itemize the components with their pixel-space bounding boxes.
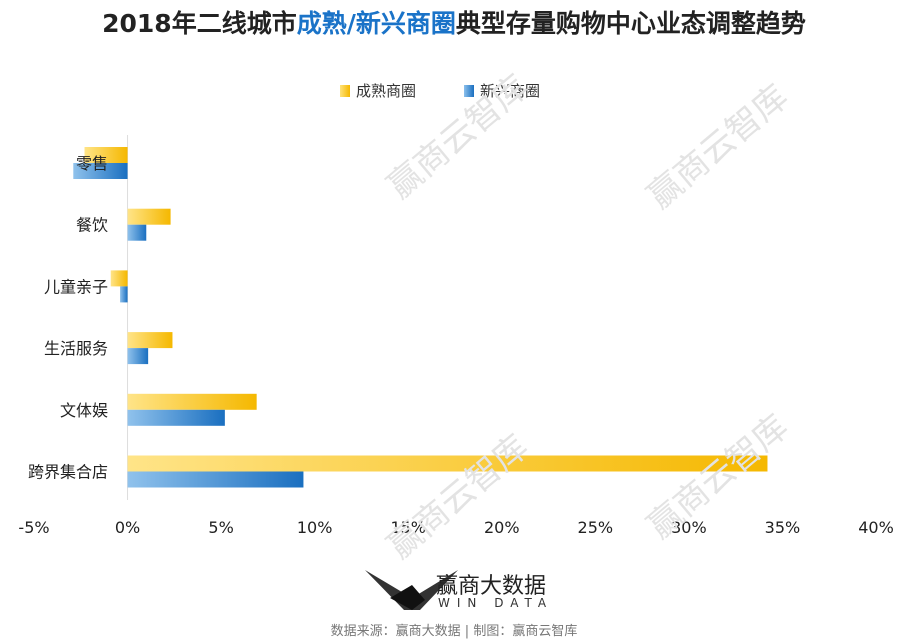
bar-mature <box>84 147 128 163</box>
bar-emerging <box>73 163 128 179</box>
logo-name: 赢商大数据 <box>436 574 547 599</box>
title-prefix: 2018年二线城市 <box>102 9 297 38</box>
category-label: 餐饮 <box>76 216 108 235</box>
bar-mature <box>127 455 768 472</box>
bar-emerging <box>127 409 225 426</box>
bar-emerging <box>127 224 147 241</box>
bar-mature <box>110 270 128 287</box>
category-label: 零售 <box>76 154 108 173</box>
category-label: 文体娱 <box>60 401 108 420</box>
category-label: 跨界集合店 <box>28 463 108 482</box>
logo-sub: WIN DATA <box>438 596 554 610</box>
bar-mature <box>127 208 171 225</box>
category-label: 生活服务 <box>44 339 108 358</box>
title-highlight: 成熟/新兴商圈 <box>296 9 456 38</box>
title-suffix: 典型存量购物中心业态调整趋势 <box>455 9 806 38</box>
legend: 成熟商圈 新兴商圈 <box>340 80 540 101</box>
bar-emerging <box>120 286 128 303</box>
x-tick-label: 15% <box>390 518 426 537</box>
category-label: 儿童亲子 <box>44 277 108 296</box>
bar-emerging <box>127 348 149 365</box>
x-tick-label: 30% <box>671 518 707 537</box>
legend-item-mature: 成熟商圈 <box>340 80 416 101</box>
x-tick-label: 25% <box>578 518 614 537</box>
source-note: 数据来源：赢商大数据 | 制图：赢商云智库 <box>330 624 578 639</box>
x-tick-label: 35% <box>765 518 801 537</box>
bar-mature <box>127 393 257 410</box>
x-tick-label: 10% <box>297 518 333 537</box>
chart-title: 2018年二线城市成熟/新兴商圈典型存量购物中心业态调整趋势 <box>0 4 908 40</box>
x-tick-label: 40% <box>858 518 894 537</box>
legend-item-emerging: 新兴商圈 <box>464 80 540 101</box>
bar-emerging <box>127 471 304 488</box>
x-tick-label: 20% <box>484 518 520 537</box>
x-tick-label: -5% <box>18 518 49 537</box>
bar-mature <box>127 332 173 349</box>
legend-label: 成熟商圈 <box>356 82 417 100</box>
x-tick-label: 0% <box>115 518 140 537</box>
x-tick-label: 5% <box>208 518 233 537</box>
legend-label: 新兴商圈 <box>480 82 541 100</box>
